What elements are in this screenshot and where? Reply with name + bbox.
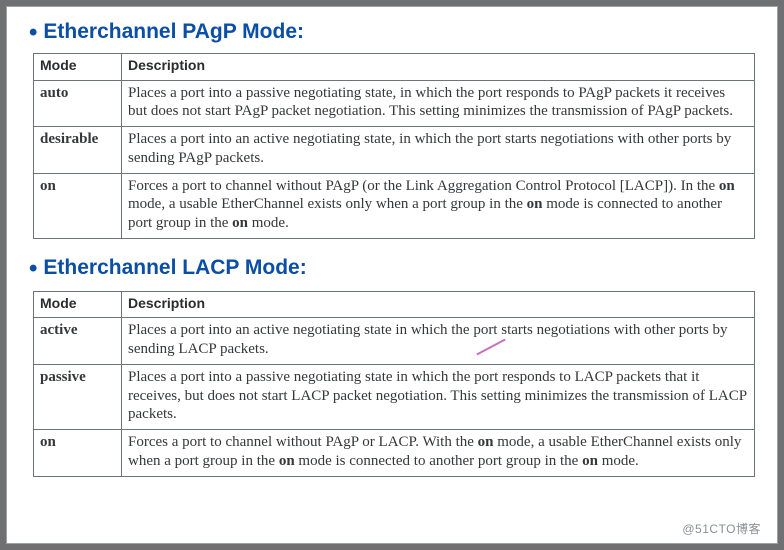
mode-cell: active [34,318,122,365]
mode-cell: on [34,173,122,238]
desc-cell: Places a port into a passive negotiating… [122,80,755,127]
col-desc: Description [122,54,755,81]
desc-cell: Forces a port to channel without PAgP or… [122,430,755,477]
heading-lacp: • Etherchannel LACP Mode: [27,253,755,281]
table-row: passive Places a port into a passive neg… [34,364,755,429]
table-row: active Places a port into an active nego… [34,318,755,365]
table-row: on Forces a port to channel without PAgP… [34,430,755,477]
col-mode: Mode [34,54,122,81]
table-row: desirable Places a port into an active n… [34,127,755,174]
paper: • Etherchannel PAgP Mode: Mode Descriptio… [6,6,778,544]
page-frame: • Etherchannel PAgP Mode: Mode Descriptio… [0,0,784,550]
table-row: auto Places a port into a passive negoti… [34,80,755,127]
desc-cell: Forces a port to channel without PAgP (o… [122,173,755,238]
lacp-table: Mode Description active Places a port in… [33,291,755,477]
mode-cell: desirable [34,127,122,174]
heading-pagp-text: Etherchannel PAgP Mode: [43,20,304,43]
pagp-table: Mode Description auto Places a port into… [33,53,755,239]
desc-cell: Places a port into an active negotiating… [122,127,755,174]
watermark: @51CTO博客 [682,520,761,537]
mode-cell: on [34,430,122,477]
bullet-icon: • [29,255,37,283]
table-header-row: Mode Description [34,291,755,318]
col-mode: Mode [34,291,122,318]
heading-pagp: • Etherchannel PAgP Mode: [27,17,755,45]
desc-cell: Places a port into an active negotiating… [122,318,755,365]
desc-cell: Places a port into a passive negotiating… [122,364,755,429]
mode-cell: passive [34,364,122,429]
bullet-icon: • [29,19,37,47]
table-header-row: Mode Description [34,54,755,81]
heading-lacp-text: Etherchannel LACP Mode: [43,256,306,279]
table-row: on Forces a port to channel without PAgP… [34,173,755,238]
col-desc: Description [122,291,755,318]
mode-cell: auto [34,80,122,127]
